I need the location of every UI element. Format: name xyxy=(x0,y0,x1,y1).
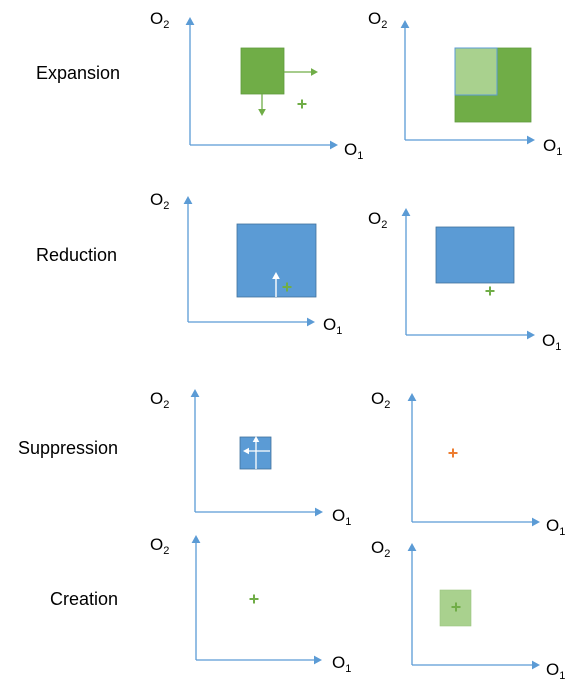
axes-expansion-after: O2 O1 xyxy=(368,9,562,158)
x-axis-label: O1 xyxy=(546,516,565,538)
row-label-reduction: Reduction xyxy=(36,245,117,265)
x-axis-label: O1 xyxy=(344,140,363,162)
y-axis-label: O2 xyxy=(150,190,169,212)
expand-down-arrowhead xyxy=(258,109,266,116)
shrink-up-arrowhead xyxy=(252,436,260,442)
y-axis-label-subscript: 2 xyxy=(384,548,390,560)
axes-reduction-after: O2 O1 xyxy=(368,208,561,353)
x-axis-label: O1 xyxy=(332,653,351,675)
x-axis-arrowhead xyxy=(532,660,540,670)
y-axis-label: O2 xyxy=(371,389,390,411)
x-axis-label-subscript: 1 xyxy=(556,146,562,158)
y-axis-label: O2 xyxy=(150,535,169,557)
green-box xyxy=(240,47,285,95)
y-axis-arrowhead xyxy=(401,208,411,216)
original-green-box xyxy=(454,47,498,96)
row-label-expansion: Expansion xyxy=(36,63,120,83)
x-axis-label-subscript: 1 xyxy=(357,150,363,162)
axes-creation-after: O2 O1 xyxy=(371,538,565,680)
x-axis-label: O1 xyxy=(542,331,561,353)
x-axis-arrowhead xyxy=(532,517,540,527)
y-axis-label-subscript: 2 xyxy=(163,545,169,557)
axes-suppression-after: O2 O1 xyxy=(371,389,565,538)
y-axis-arrowhead xyxy=(407,543,417,551)
x-axis-arrowhead xyxy=(315,507,323,517)
x-axis-label-subscript: 1 xyxy=(555,341,561,353)
y-axis-arrowhead xyxy=(185,17,195,25)
expand-right-arrowhead xyxy=(311,68,318,76)
y-axis-label: O2 xyxy=(368,209,387,231)
y-axis-arrowhead xyxy=(407,393,417,401)
reduced-blue-box xyxy=(435,226,515,284)
x-axis-arrowhead xyxy=(527,330,535,340)
shrink-left-arrowhead xyxy=(243,447,249,455)
x-axis-arrowhead xyxy=(527,135,535,145)
x-axis-label-subscript: 1 xyxy=(559,526,565,538)
y-axis-arrowhead xyxy=(400,20,410,28)
axes-creation-before: O2 O1 xyxy=(150,535,351,675)
row-label-creation: Creation xyxy=(50,589,118,609)
axes-reduction-before: O2 O1 xyxy=(150,190,342,337)
axes-expansion-before: O2 O1 xyxy=(150,9,363,162)
x-axis-arrowhead xyxy=(330,140,338,150)
x-axis-label: O1 xyxy=(543,136,562,158)
x-axis-arrowhead xyxy=(314,655,322,665)
x-axis-label: O1 xyxy=(332,506,351,528)
y-axis-label: O2 xyxy=(150,389,169,411)
axes-suppression-before: O2 O1 xyxy=(150,389,351,528)
y-axis-label-subscript: 2 xyxy=(384,399,390,411)
shrink-up-arrowhead xyxy=(272,272,280,279)
y-axis-label: O2 xyxy=(150,9,169,31)
y-axis-label-subscript: 2 xyxy=(381,219,387,231)
x-axis-arrowhead xyxy=(307,317,315,327)
x-axis-label: O1 xyxy=(323,315,342,337)
y-axis-arrowhead xyxy=(183,196,193,204)
x-axis-label-subscript: 1 xyxy=(336,325,342,337)
y-axis-arrowhead xyxy=(190,389,200,397)
x-axis-label: O1 xyxy=(546,660,565,680)
y-axis-label: O2 xyxy=(368,9,387,31)
y-axis-arrowhead xyxy=(191,535,201,543)
x-axis-label-subscript: 1 xyxy=(559,670,565,680)
y-axis-label: O2 xyxy=(371,538,390,560)
y-axis-label-subscript: 2 xyxy=(163,399,169,411)
y-axis-label-subscript: 2 xyxy=(381,19,387,31)
x-axis-label-subscript: 1 xyxy=(345,516,351,528)
y-axis-label-subscript: 2 xyxy=(163,19,169,31)
y-axis-label-subscript: 2 xyxy=(163,200,169,212)
row-label-suppression: Suppression xyxy=(18,438,118,458)
x-axis-label-subscript: 1 xyxy=(345,663,351,675)
